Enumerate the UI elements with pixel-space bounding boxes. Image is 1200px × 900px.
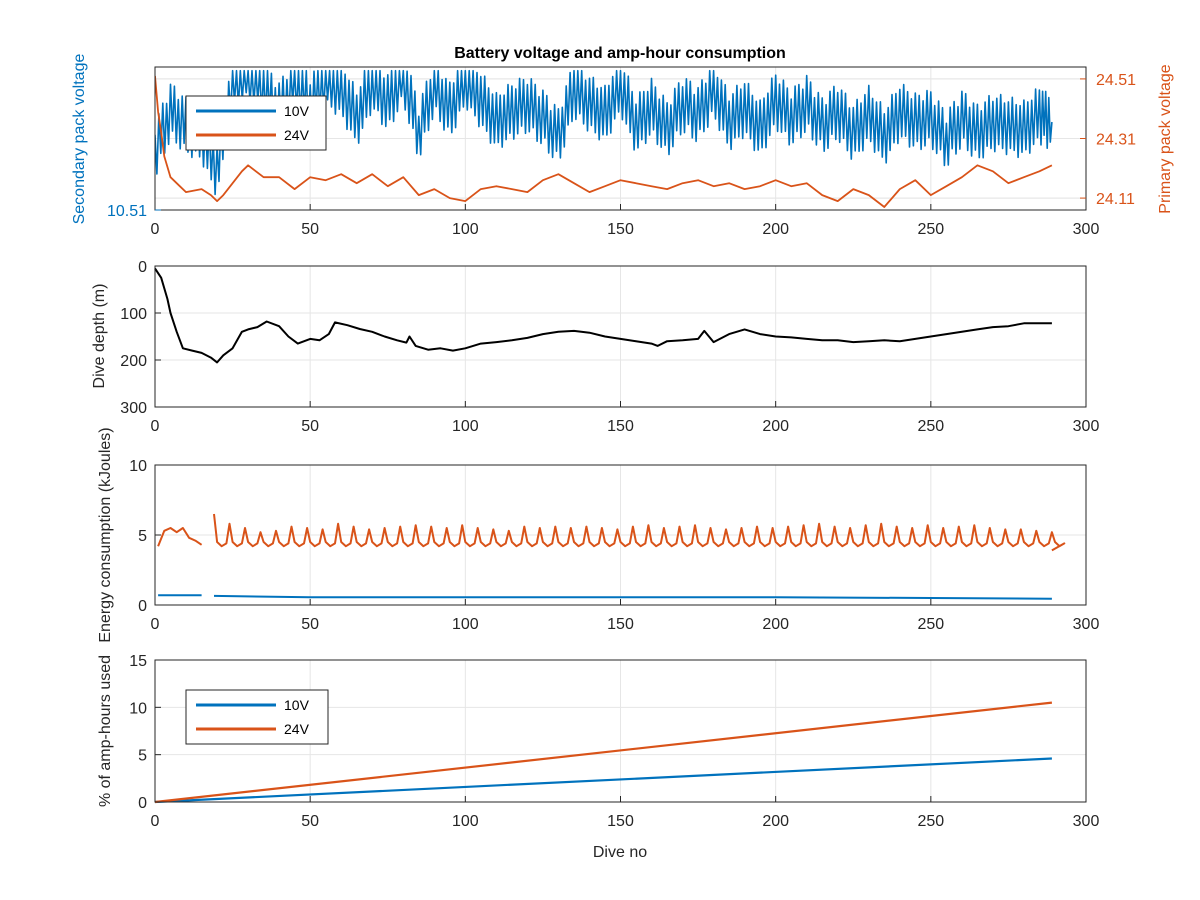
x-tick-label: 300 — [1073, 813, 1100, 830]
x-tick-label: 300 — [1073, 418, 1100, 435]
subplot-4-ticks: 0 50 100 150 200 250 300 0 5 10 15 — [129, 653, 1099, 830]
chart-title: Battery voltage and amp-hour consumption — [454, 45, 786, 62]
subplot-1-left-ylabel: Secondary pack voltage — [71, 54, 88, 225]
x-tick-label: 100 — [452, 813, 479, 830]
subplot-4-legend: 10V 24V — [185, 689, 329, 745]
subplot-2-grid — [155, 266, 1086, 407]
x-tick-label: 0 — [151, 221, 160, 238]
series-line-24v — [154, 701, 1053, 804]
x-tick-label: 50 — [301, 221, 319, 238]
x-tick-label: 200 — [762, 418, 789, 435]
x-tick-label: 0 — [151, 616, 160, 633]
x-tick-label: 100 — [452, 221, 479, 238]
series-line-10v — [154, 757, 1052, 804]
x-tick-label: 100 — [452, 418, 479, 435]
legend-label-10v: 10V — [284, 103, 310, 119]
series-line-24v-b — [213, 513, 1066, 552]
subplot-3-ticks: 0 50 100 150 200 250 300 0 5 10 — [129, 458, 1099, 633]
legend-label-24v: 24V — [284, 721, 310, 737]
subplot-3-ylabel: Energy consumption (kJoules) — [97, 427, 114, 642]
y-tick-label: 10 — [129, 458, 147, 475]
series-line-10v-b — [213, 594, 1052, 600]
legend-box — [185, 95, 327, 151]
legend-label-24v: 24V — [284, 127, 310, 143]
x-tick-label: 250 — [917, 221, 944, 238]
x-tick-label: 50 — [301, 616, 319, 633]
x-tick-label: 200 — [762, 616, 789, 633]
y-tick-label: 5 — [138, 528, 147, 545]
x-tick-label: 150 — [607, 616, 634, 633]
x-tick-label: 0 — [151, 418, 160, 435]
subplot-3-grid — [155, 465, 1086, 605]
x-tick-label: 0 — [151, 813, 160, 830]
x-tick-label: 200 — [762, 813, 789, 830]
y-tick-label: 15 — [129, 653, 147, 670]
x-tick-label: 100 — [452, 616, 479, 633]
x-tick-label: 250 — [917, 813, 944, 830]
x-tick-label: 300 — [1073, 221, 1100, 238]
y-tick-label: 300 — [120, 400, 147, 417]
y-tick-label: 100 — [120, 306, 147, 323]
subplot-2-ylabel: Dive depth (m) — [91, 284, 108, 389]
y-tick-label: 10.51 — [107, 203, 147, 220]
y-tick-label: 0 — [138, 795, 147, 812]
subplot-4-plot-area — [154, 701, 1053, 804]
x-tick-label: 300 — [1073, 616, 1100, 633]
y-tick-label: 5 — [138, 748, 147, 765]
subplot-4-ylabel: % of amp-hours used — [97, 655, 114, 807]
x-tick-label: 50 — [301, 813, 319, 830]
series-line-depth — [154, 267, 1052, 364]
y-tick-label: 24.31 — [1096, 132, 1136, 149]
x-tick-label: 50 — [301, 418, 319, 435]
subplot-1-legend: 10V 24V — [185, 95, 327, 151]
y-tick-label: 0 — [138, 259, 147, 276]
subplot-1-right-ylabel: Primary pack voltage — [1157, 64, 1174, 213]
x-tick-label: 150 — [607, 813, 634, 830]
subplot-2-plot-area — [154, 267, 1052, 364]
subplot-4-xlabel: Dive no — [593, 844, 647, 861]
x-tick-label: 150 — [607, 418, 634, 435]
x-tick-label: 250 — [917, 418, 944, 435]
series-line-24v-a — [157, 527, 203, 547]
subplot-3-energy: 0 50 100 150 200 250 300 0 5 10 Energy consumptio… — [97, 427, 1099, 642]
subplot-4-amp-hours: 0 50 100 150 200 250 300 0 5 10 15 % of amp-hours … — [97, 653, 1099, 861]
series-line-24v — [155, 75, 1053, 208]
x-tick-label: 200 — [762, 221, 789, 238]
y-tick-label: 24.11 — [1096, 191, 1135, 208]
subplot-3-plot-area — [157, 513, 1066, 600]
y-tick-label: 0 — [138, 598, 147, 615]
y-tick-label: 24.51 — [1096, 72, 1136, 89]
x-tick-label: 250 — [917, 616, 944, 633]
subplot-1-voltage: 0 50 100 150 200 250 300 24.11 24.31 24.51 10.51 S… — [71, 54, 1174, 238]
legend-label-10v: 10V — [284, 697, 310, 713]
legend-box — [185, 689, 329, 745]
y-tick-label: 200 — [120, 353, 147, 370]
subplot-1-ticks: 0 50 100 150 200 250 300 24.11 24.31 24.51 10.51 — [107, 72, 1136, 238]
x-tick-label: 150 — [607, 221, 634, 238]
y-tick-label: 10 — [129, 700, 147, 717]
